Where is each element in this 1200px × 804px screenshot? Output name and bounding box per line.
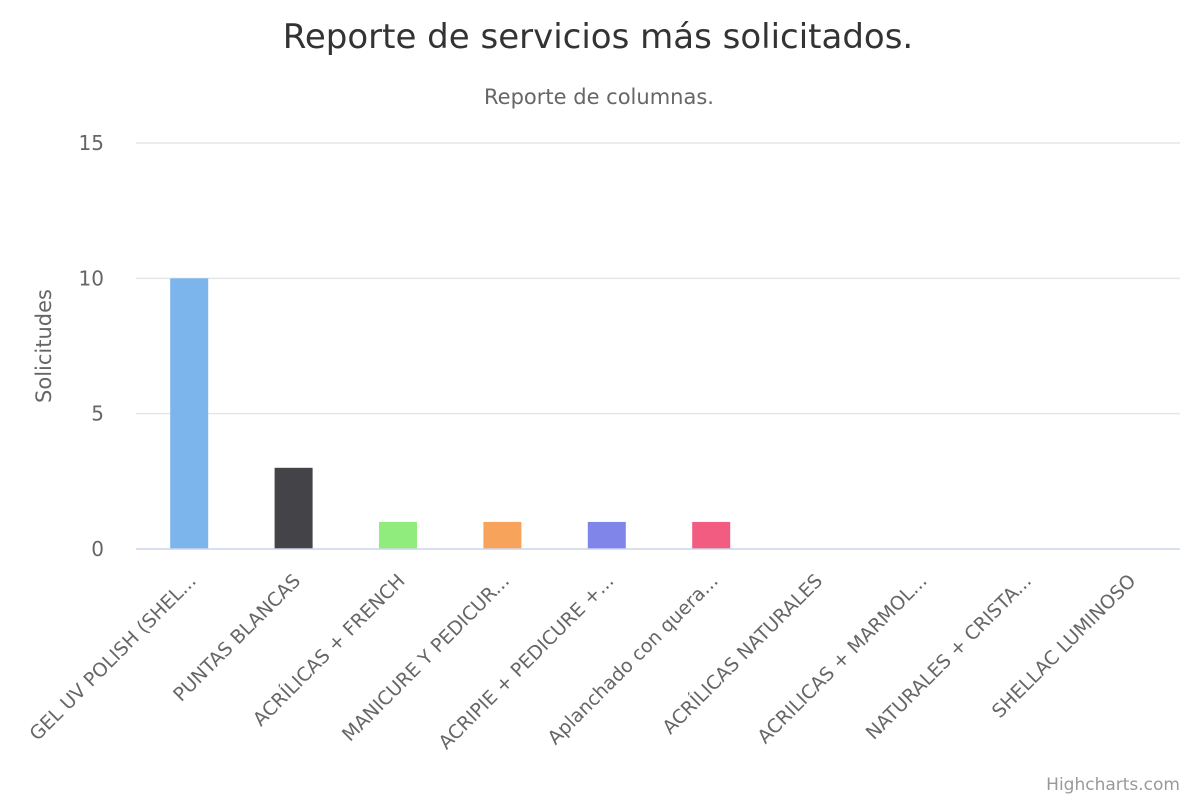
y-tick-label: 10 (79, 266, 104, 290)
x-tick-label: MANICURE Y PEDICUR... (338, 570, 514, 746)
chart-title: Reporte de servicios más solicitados. (283, 17, 913, 57)
chart-subtitle: Reporte de columnas. (484, 85, 714, 109)
bar[interactable] (587, 521, 626, 549)
credits-link[interactable]: Highcharts.com (1046, 775, 1180, 795)
y-tick-label: 5 (91, 402, 104, 426)
y-axis-title: Solicitudes (32, 289, 56, 403)
x-tick-label: ACRILICAS + MARMOL... (753, 570, 931, 748)
bar[interactable] (379, 521, 417, 549)
x-tick-label: GEL UV POLISH (SHEL... (26, 570, 201, 745)
bar[interactable] (483, 521, 522, 549)
x-tick-label: ACRIPIE + PEDICURE +... (435, 570, 619, 754)
x-tick-label: Aplanchado con quera... (544, 570, 723, 749)
x-axis-tick-labels: GEL UV POLISH (SHEL...PUNTAS BLANCASACRÍ… (26, 569, 1141, 754)
grid-lines (136, 142, 1180, 415)
y-tick-label: 0 (91, 537, 104, 561)
x-tick-label: NATURALES + CRISTA... (862, 570, 1036, 744)
bar-series (170, 278, 731, 549)
bar[interactable] (170, 278, 209, 549)
bar[interactable] (692, 521, 731, 549)
y-axis-tick-labels: 0 5 10 15 (79, 131, 104, 561)
y-tick-label: 15 (79, 131, 104, 155)
bar[interactable] (274, 467, 313, 549)
